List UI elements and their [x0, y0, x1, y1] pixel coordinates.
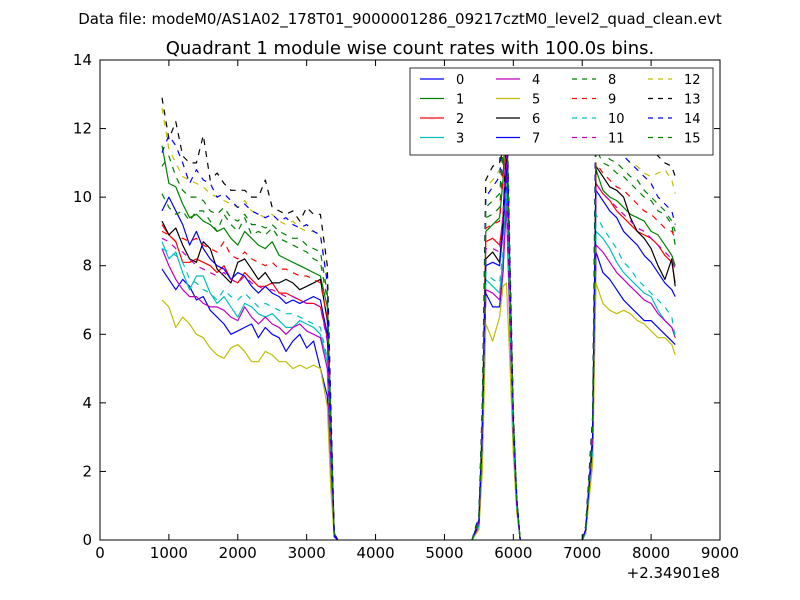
series-line-9: [161, 230, 339, 540]
legend-item: 8: [572, 73, 616, 88]
legend-item: 15: [648, 132, 701, 147]
y-tick-label: 4: [82, 394, 92, 412]
legend-label: 2: [456, 112, 464, 127]
legend-label: 1: [456, 93, 464, 108]
series-line-8: [161, 193, 339, 540]
legend-item: 6: [496, 112, 540, 127]
legend-item: 14: [648, 112, 701, 127]
legend-label: 4: [532, 73, 540, 88]
x-tick-label: 2000: [219, 544, 257, 562]
x-tick-label: 0: [95, 544, 105, 562]
legend-label: 13: [684, 93, 701, 108]
axes-frame: [99, 59, 721, 541]
series-line-15: [161, 155, 339, 540]
series-line-5: [471, 282, 521, 540]
y-tick-label: 2: [82, 462, 92, 480]
y-tick-label: 8: [82, 257, 92, 275]
x-tick-label: 4000: [356, 544, 394, 562]
series-line-15: [581, 134, 676, 540]
legend-label: 6: [532, 112, 540, 127]
series-line-15: [471, 100, 521, 540]
legend-label: 5: [532, 93, 540, 108]
series-layer: [161, 83, 676, 540]
series-line-5: [581, 282, 676, 540]
legend-label: 10: [608, 112, 625, 127]
x-axis: 0 1000 2000 3000 4000 5000 6000 7000 8000 9000: [95, 60, 739, 562]
legend-frame: [409, 67, 714, 156]
legend-item: 3: [420, 132, 464, 147]
series-line-4: [161, 248, 339, 540]
y-tick-label: 0: [82, 531, 92, 549]
legend-item: 0: [420, 73, 464, 88]
series-15: [161, 100, 676, 540]
x-tick-label: 9000: [701, 544, 739, 562]
series-line-0: [161, 268, 339, 540]
plot-area: 0 1000 2000 3000 4000 5000 6000 7000 8000 9000 0 2…: [73, 51, 739, 562]
y-tick-label: 10: [73, 188, 92, 206]
legend-item: 13: [648, 93, 701, 108]
series-line-10: [161, 248, 339, 540]
x-tick-label: 1000: [150, 544, 188, 562]
series-line-11: [161, 237, 339, 540]
legend-item: 4: [496, 73, 540, 88]
legend-label: 11: [608, 132, 625, 147]
legend-label: 12: [684, 73, 701, 88]
legend-label: 0: [456, 73, 464, 88]
x-tick-label: 3000: [288, 544, 326, 562]
legend-item: 1: [420, 93, 464, 108]
series-line-7: [581, 189, 676, 540]
figure-suptitle: Data file: modeM0/AS1A02_178T01_90000012…: [78, 10, 722, 29]
legend-item: 7: [496, 132, 540, 147]
legend-item: 2: [420, 112, 464, 127]
series-line-14: [161, 134, 339, 540]
legend-label: 3: [456, 132, 464, 147]
y-tick-label: 6: [82, 325, 92, 343]
x-tick-label: 6000: [494, 544, 532, 562]
series-line-8: [581, 148, 676, 540]
legend-item: 5: [496, 93, 540, 108]
x-tick-label: 5000: [425, 544, 463, 562]
series-line-5: [161, 299, 339, 540]
y-tick-label: 14: [73, 51, 92, 69]
series-5: [161, 282, 676, 540]
legend-item: 10: [572, 112, 625, 127]
legend-label: 7: [532, 132, 540, 147]
legend-label: 15: [684, 132, 701, 147]
legend-item: 11: [572, 132, 625, 147]
legend-label: 9: [608, 93, 616, 108]
legend-item: 12: [648, 73, 701, 88]
series-line-13: [161, 97, 339, 540]
x-tick-label: 8000: [632, 544, 670, 562]
legend-label: 8: [608, 73, 616, 88]
y-tick-label: 12: [73, 120, 92, 138]
series-line-3: [161, 241, 339, 540]
series-line-14: [581, 107, 676, 540]
legend-item: 9: [572, 93, 616, 108]
x-offset-label: +2.34901e8: [627, 564, 720, 582]
chart-title: Quadrant 1 module wise count rates with …: [166, 38, 655, 59]
x-tick-label: 7000: [563, 544, 601, 562]
series-line-7: [161, 196, 339, 540]
legend-label: 14: [684, 112, 701, 127]
